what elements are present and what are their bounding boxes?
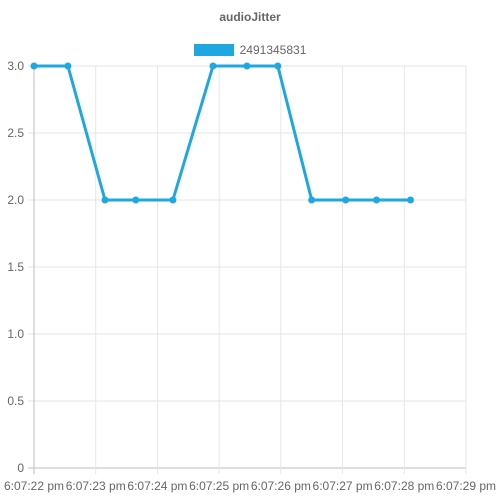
data-point[interactable] — [30, 62, 38, 70]
y-tick-label: 3.0 — [7, 59, 24, 73]
data-point[interactable] — [243, 62, 251, 70]
data-point[interactable] — [101, 196, 109, 204]
x-tick-label: 6:07:29 pm — [436, 479, 496, 493]
x-axis: 6:07:22 pm 6:07:23 pm 6:07:24 pm 6:07:25 pm… — [4, 479, 496, 493]
data-point[interactable] — [407, 196, 414, 204]
grid-lines — [28, 65, 467, 474]
y-axis: 3.0 2.5 2.0 1.5 1.0 0.5 0 — [7, 59, 24, 475]
x-tick-label: 6:07:22 pm — [4, 479, 64, 493]
x-tick-label: 6:07:26 pm — [251, 479, 311, 493]
legend-swatch — [193, 44, 234, 56]
data-point[interactable] — [169, 196, 177, 204]
y-tick-label: 1.5 — [7, 260, 24, 274]
y-tick-label: 1.0 — [7, 327, 24, 341]
data-point[interactable] — [342, 196, 350, 204]
series-line — [32, 64, 412, 202]
y-tick-label: 2.5 — [7, 126, 24, 140]
data-point[interactable] — [308, 196, 316, 204]
chart-title: audioJitter — [219, 10, 281, 24]
data-point[interactable] — [132, 196, 140, 204]
data-point[interactable] — [64, 62, 72, 70]
x-tick-label: 6:07:28 pm — [374, 479, 434, 493]
legend[interactable]: 2491345831 — [0, 43, 500, 57]
data-point[interactable] — [209, 62, 217, 70]
y-tick-label: 0.5 — [7, 394, 24, 408]
legend-label: 2491345831 — [239, 43, 307, 57]
data-point[interactable] — [274, 62, 282, 70]
data-point[interactable] — [373, 196, 380, 204]
series-layer — [30, 62, 414, 204]
x-tick-label: 6:07:25 pm — [189, 479, 249, 493]
x-tick-label: 6:07:23 pm — [66, 479, 126, 493]
y-tick-label: 0 — [17, 461, 24, 475]
y-tick-label: 2.0 — [7, 193, 24, 207]
x-tick-label: 6:07:24 pm — [127, 479, 187, 493]
x-tick-label: 6:07:27 pm — [313, 479, 373, 493]
